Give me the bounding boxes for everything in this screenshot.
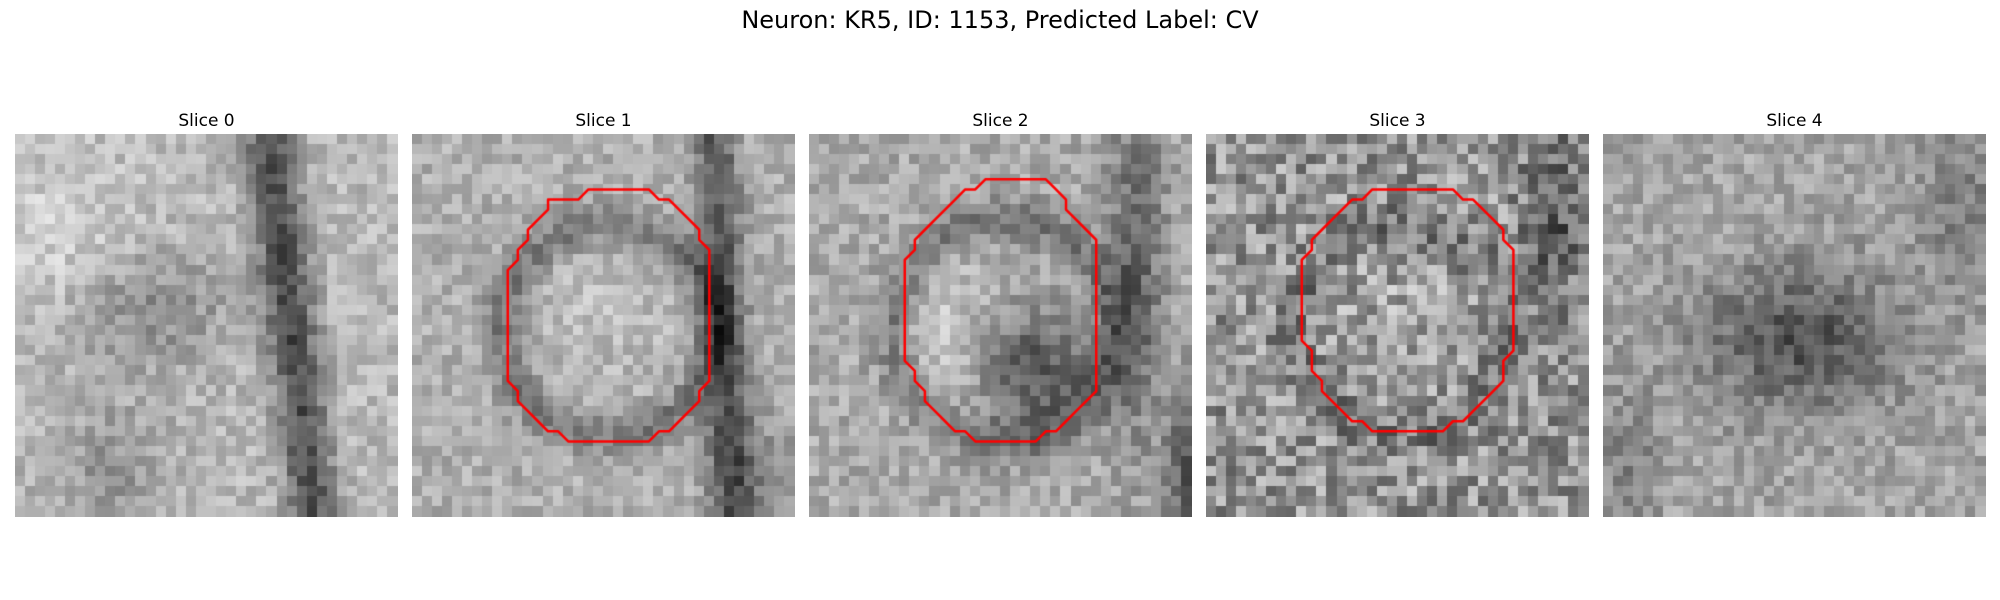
slice-image-1 xyxy=(412,134,795,517)
slice-image-3 xyxy=(1206,134,1589,517)
slice-panel-2: Slice 2 xyxy=(809,108,1192,517)
slice-image-4 xyxy=(1603,134,1986,517)
slice-panel-0: Slice 0 xyxy=(15,108,398,517)
figure-title: Neuron: KR5, ID: 1153, Predicted Label: … xyxy=(0,6,2000,34)
slice-title-4: Slice 4 xyxy=(1603,108,1986,134)
slice-image-0 xyxy=(15,134,398,517)
slice-panel-3: Slice 3 xyxy=(1206,108,1589,517)
slice-image-2 xyxy=(809,134,1192,517)
slice-panel-1: Slice 1 xyxy=(412,108,795,517)
slice-panel-4: Slice 4 xyxy=(1603,108,1986,517)
slice-title-1: Slice 1 xyxy=(412,108,795,134)
slice-title-2: Slice 2 xyxy=(809,108,1192,134)
slice-title-3: Slice 3 xyxy=(1206,108,1589,134)
slice-title-0: Slice 0 xyxy=(15,108,398,134)
